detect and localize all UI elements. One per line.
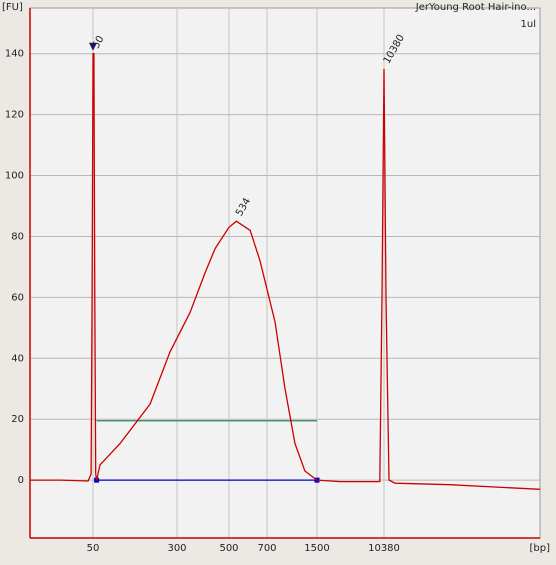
y-tick-label: 80 [11,231,24,242]
y-tick-label: 40 [11,353,24,364]
y-tick-label: 140 [5,49,24,60]
y-tick-label: 60 [11,292,24,303]
x-tick-label: 10380 [368,543,400,554]
y-axis-label: [FU] [2,2,23,13]
trace-line [30,53,541,490]
x-tick-label: 700 [257,543,276,554]
peak-marker [89,42,97,51]
y-tick-label: 20 [11,414,24,425]
x-tick-label: 500 [219,543,238,554]
y-tick-label: 100 [5,171,24,182]
x-axis-label: [bp] [530,543,551,554]
y-tick-label: 0 [18,475,24,486]
x-tick-label: 300 [167,543,186,554]
x-tick-label: 1500 [304,543,329,554]
chart-subtitle: 1ul [521,19,536,30]
y-tick-label: 120 [5,110,24,121]
x-tick-label: 50 [87,543,100,554]
chart-title: JerYoung Root Hair-ino... [415,2,536,13]
